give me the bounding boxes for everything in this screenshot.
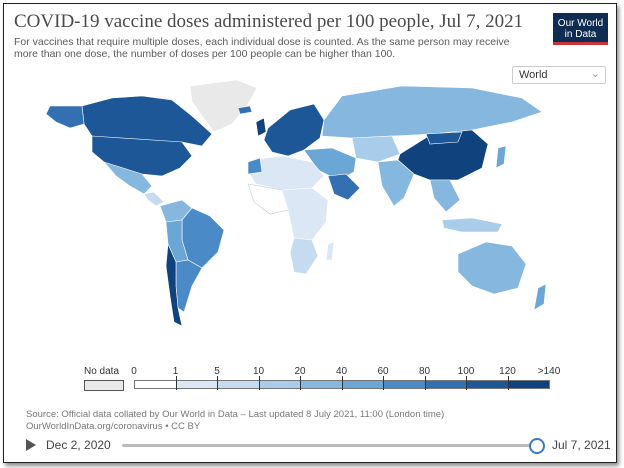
map-mongolia[interactable] [425,131,463,145]
map-europe[interactable] [263,103,325,157]
legend-tick-label: 60 [377,366,389,377]
timeline-track[interactable] [122,444,540,447]
chart-subtitle: For vaccines that require multiple doses… [14,36,510,60]
legend-tick-label: 10 [252,366,265,377]
map-southern-africa[interactable] [289,237,319,275]
legend-bin[interactable] [217,380,260,389]
region-select[interactable]: World ⌄ [512,66,606,84]
source-note: Source: Official data collated by Our Wo… [26,409,444,433]
legend-tick-line [383,376,384,390]
legend-tick-label: 1 [172,366,179,377]
map-greenland[interactable] [189,79,258,133]
legend-tick-label: 100 [457,366,475,377]
map-morocco[interactable] [247,157,263,175]
chart-title: COVID-19 vaccine doses administered per … [14,11,524,32]
timeline-start-date: Dec 2, 2020 [46,438,111,452]
world-map[interactable] [42,76,562,336]
legend-tick-label: 120 [499,366,516,377]
legend-bin[interactable] [424,380,467,389]
logo-line2: in Data [564,29,597,40]
legend-tick-label: >140 [537,366,561,377]
map-central-east-africa[interactable] [281,187,329,241]
play-icon[interactable] [26,439,36,451]
legend-tick-line [217,376,218,390]
legend-nodata-swatch[interactable] [84,380,124,391]
legend-tick-label: 40 [335,366,348,377]
map-indonesia[interactable] [441,217,503,233]
map-china[interactable] [397,129,489,181]
legend-bin[interactable] [341,380,384,389]
source-line: Source: Official data collated by Our Wo… [26,409,445,420]
legend-bin[interactable] [258,380,301,389]
map-argentina[interactable] [175,259,203,313]
map-chile[interactable] [165,242,183,327]
owid-logo[interactable]: Our World in Data [553,13,608,45]
map-madagascar[interactable] [325,241,335,261]
region-select-value: World [519,69,548,81]
map-central-america[interactable] [143,191,165,207]
legend-nodata-label: No data [84,366,120,377]
map-uk[interactable] [255,117,267,137]
legend-tick-line [424,376,426,390]
chevron-down-icon: ⌄ [590,68,600,80]
chart-frame: COVID-19 vaccine doses administered per … [3,3,617,463]
map-usa[interactable] [91,135,193,177]
map-australia[interactable] [457,241,527,295]
timeline-thumb[interactable] [529,438,545,454]
logo-line1: Our World [557,18,604,29]
map-new-zealand[interactable] [533,283,547,311]
legend-tick-line [507,376,509,390]
map-japan[interactable] [495,145,507,169]
timeline-end-date: Jul 7, 2021 [552,438,611,452]
legend-bin[interactable] [507,380,550,389]
legend-tick-label: 20 [294,366,306,377]
map-west-africa[interactable] [247,183,289,215]
map-iceland[interactable] [237,105,253,115]
legend-tick-line [341,376,343,390]
map-brazil[interactable] [181,207,225,269]
legend-tick-label: 80 [418,366,431,377]
legend-tick-label: 0 [131,366,137,377]
legend-bin[interactable] [383,380,426,389]
map-central-asia[interactable] [351,135,401,163]
legend-tick-line [175,376,177,390]
legend-bin[interactable] [466,380,509,389]
legend-bin[interactable] [300,380,343,389]
map-southeast-asia[interactable] [429,179,461,213]
map-russia[interactable] [321,85,543,139]
legend-bin[interactable] [175,380,218,389]
legend-tick-label: 5 [214,366,220,377]
legend-tick-line [466,376,467,390]
map-alaska[interactable] [45,105,85,129]
map-arabia[interactable] [327,173,361,201]
legend-tick-line [258,376,260,390]
legend-bin[interactable] [134,380,177,389]
source-link[interactable]: OurWorldInData.org/coronavirus • CC BY [26,421,201,432]
legend-tick-line [300,376,301,390]
